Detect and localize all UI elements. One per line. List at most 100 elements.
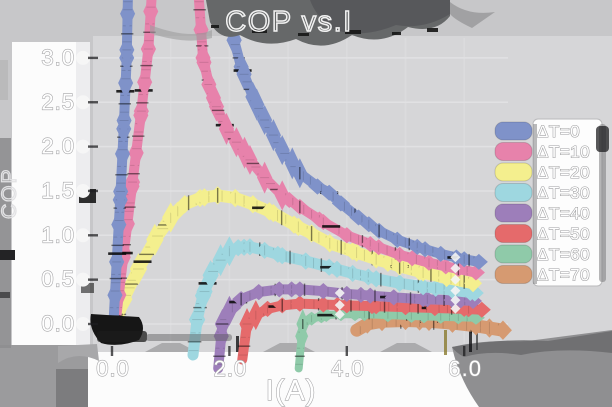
series-marker <box>274 135 290 166</box>
series-marker <box>493 320 512 340</box>
legend-label-7: ΔT=70 <box>537 266 590 285</box>
series-bead <box>113 175 129 208</box>
series-marker <box>320 184 339 201</box>
axis-glitch-tick <box>469 330 472 352</box>
series-bead <box>265 119 281 152</box>
white-diamond-marker <box>450 263 461 274</box>
y-tick-label-0: 3.0 <box>41 45 75 70</box>
series-bead <box>378 308 397 323</box>
strip-notch <box>145 343 197 352</box>
series-marker <box>218 113 234 144</box>
series-bead <box>249 88 265 121</box>
y-tick-label-3: 1.5 <box>41 178 75 203</box>
legend-label-4: ΔT=40 <box>537 204 590 223</box>
left-edge-mark <box>0 292 10 298</box>
legend-item-0: ΔT=0 <box>494 121 580 142</box>
y-tick-mark <box>88 145 98 148</box>
strip-notch <box>380 343 432 352</box>
series-bead <box>193 13 209 46</box>
legend-label-6: ΔT=60 <box>537 245 590 264</box>
series-marker <box>125 167 141 198</box>
legend-swatch <box>494 183 533 202</box>
series-marker <box>469 253 488 270</box>
strip-scallop <box>76 139 90 154</box>
legend-label-3: ΔT=30 <box>537 184 590 203</box>
series-marker <box>388 231 407 248</box>
glitch-bar <box>320 265 339 269</box>
series-bead <box>258 300 277 317</box>
legend-swatch <box>494 265 533 284</box>
x-tick-mark <box>228 346 231 356</box>
series-marker <box>367 250 386 269</box>
series-bead <box>384 289 403 306</box>
y-tick-label-1: 2.5 <box>41 89 75 114</box>
chart-title: COP vs.I <box>225 6 353 38</box>
series-marker <box>419 254 438 271</box>
series-bead <box>347 243 366 262</box>
legend-item-1: ΔT=10 <box>494 142 590 162</box>
series-bead <box>437 268 456 287</box>
series-bead <box>331 195 350 212</box>
legend-label-5: ΔT=50 <box>537 225 590 244</box>
glitch-bar <box>322 225 341 228</box>
axis-glitch-tick <box>236 336 239 352</box>
series-bead <box>426 279 445 297</box>
y-tick-mark <box>88 322 98 326</box>
series-bead <box>390 274 409 292</box>
series-bead <box>296 252 315 270</box>
series-marker <box>257 104 273 135</box>
series-marker <box>273 247 292 265</box>
data-series-curves <box>107 0 512 374</box>
origin-smear-light <box>146 334 232 341</box>
y-tick-label-6: 0.0 <box>41 311 75 336</box>
series-marker <box>221 236 238 267</box>
series-bead <box>289 217 308 236</box>
series-bead <box>314 283 333 300</box>
legend-glitch-mark <box>596 126 609 152</box>
strip-glitch-mark <box>81 283 94 293</box>
y-tick-mark <box>88 56 98 60</box>
x-tick-label-3: 6.0 <box>448 356 482 381</box>
legend-label-0: ΔT=0 <box>537 122 580 141</box>
series-bead <box>107 279 123 312</box>
legend-box-shadow <box>599 124 606 282</box>
y-tick-mark <box>88 189 98 193</box>
series-bead <box>119 33 135 66</box>
left-edge-shade-light <box>0 60 8 100</box>
white-diamond-marker <box>334 309 345 320</box>
y-tick-label-2: 2.0 <box>41 134 75 159</box>
series-marker <box>189 304 206 335</box>
x-tick-mark <box>345 346 348 356</box>
legend-item-2: ΔT=20 <box>494 162 590 183</box>
strip-scallop <box>76 228 90 243</box>
glitch-bar <box>317 313 336 317</box>
legend-item-5: ΔT=50 <box>494 224 590 244</box>
axis-glitch-tick-olive <box>444 330 447 355</box>
x-tick-label-2: 4.0 <box>331 356 365 381</box>
white-diamond-marker <box>450 285 461 296</box>
series-bead <box>143 0 159 28</box>
legend-item-7: ΔT=70 <box>494 265 590 285</box>
series-marker <box>264 204 283 223</box>
x-tick-label-1: 2.0 <box>214 356 248 381</box>
strip-scallop <box>76 50 90 65</box>
series-bead <box>114 137 130 170</box>
series-marker <box>240 238 259 256</box>
white-diamond-marker <box>334 288 345 299</box>
legend-swatch <box>494 162 533 182</box>
series-bead <box>137 66 153 99</box>
series-bead <box>416 241 435 258</box>
series-ΔT=40 <box>213 281 483 374</box>
y-tick-label-5: 0.5 <box>41 267 75 292</box>
series-bead <box>418 291 437 308</box>
bottom-left-shade-dark <box>56 369 88 407</box>
series-marker <box>255 241 274 259</box>
strip-scallop <box>76 272 90 287</box>
series-bead <box>223 299 242 316</box>
strip-scallop <box>76 95 90 110</box>
series-bead <box>290 295 309 312</box>
series-bead <box>193 0 204 10</box>
strip-scallop <box>76 183 90 198</box>
white-diamond-marker <box>334 300 345 311</box>
